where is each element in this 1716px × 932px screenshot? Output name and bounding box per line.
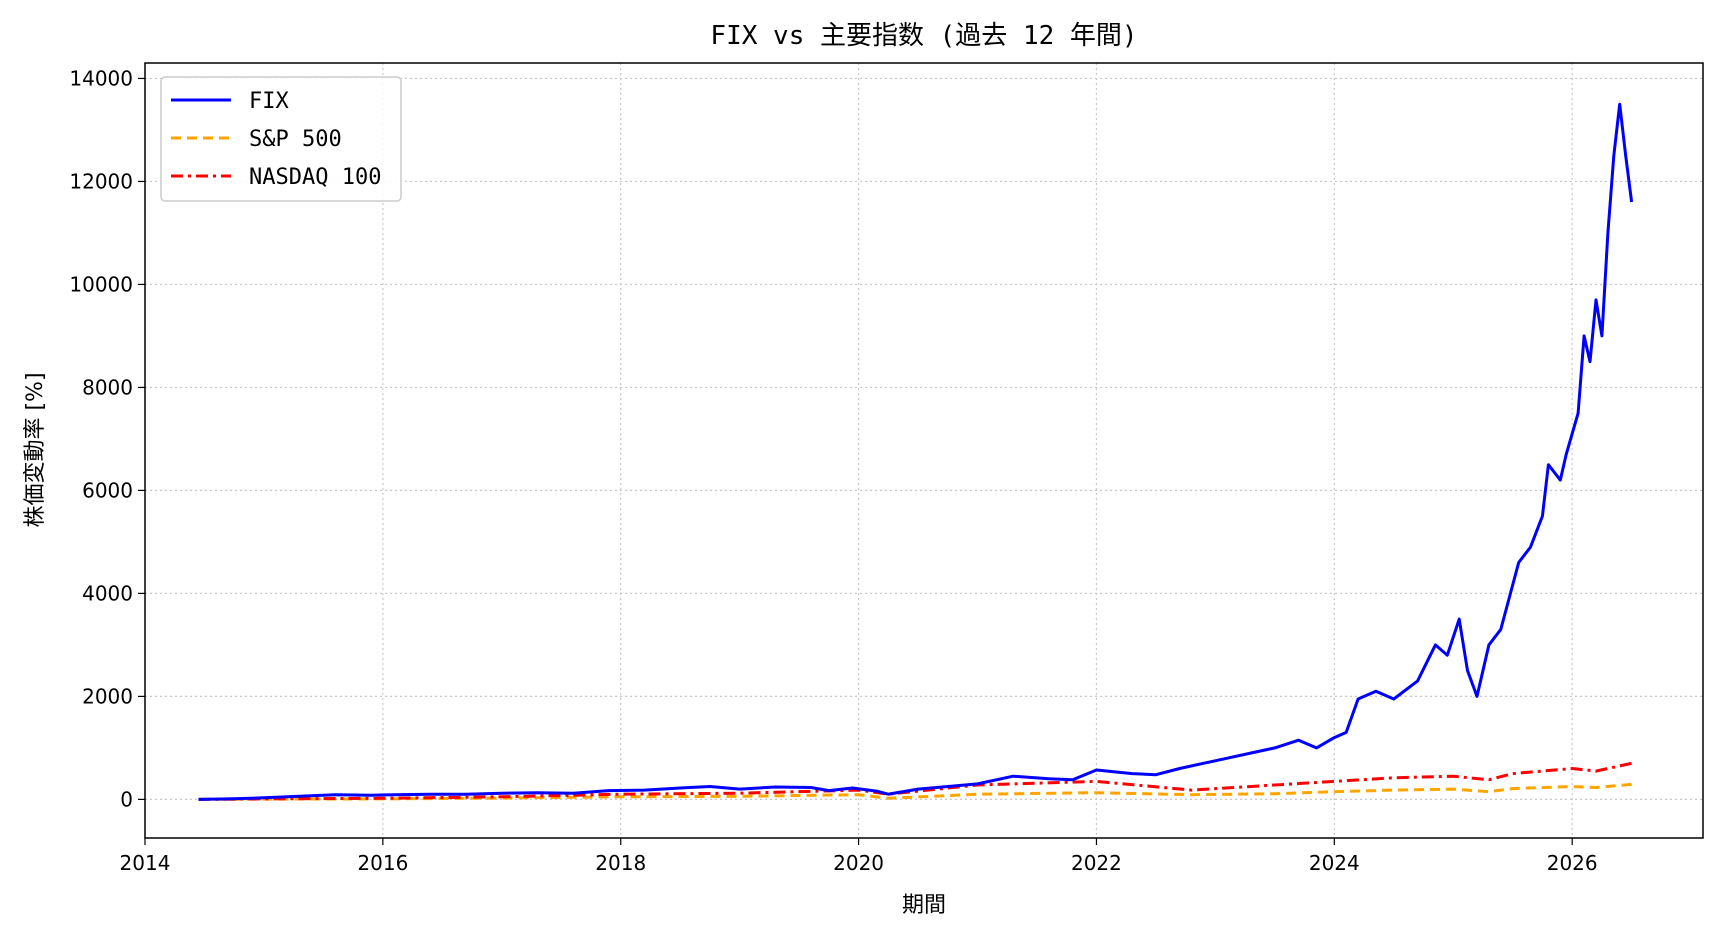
axis-ticks: 2014 2016 2018 2020 2022 2024 2026 0 2000 4000 600… <box>69 66 1597 875</box>
y-tick-label: 14000 <box>69 66 133 90</box>
plot-area-frame <box>144 62 1704 839</box>
legend: FIX S&P 500 NASDAQ 100 <box>160 76 402 202</box>
x-tick-label: 2022 <box>1071 851 1122 875</box>
y-tick-label: 8000 <box>82 375 133 399</box>
x-tick-label: 2024 <box>1309 851 1360 875</box>
legend-label: NASDAQ 100 <box>249 165 381 190</box>
y-tick-label: 0 <box>120 787 133 811</box>
y-tick-label: 10000 <box>69 272 133 296</box>
y-axis-label: 株価変動率 [%] <box>23 372 48 527</box>
legend-label: FIX <box>249 89 289 114</box>
x-tick-label: 2014 <box>120 851 171 875</box>
series-line-1 <box>198 782 1632 801</box>
x-tick-label: 2020 <box>833 851 884 875</box>
series-line-0 <box>198 102 1634 801</box>
legend-box <box>160 76 402 202</box>
x-axis-label: 期間 <box>902 893 946 918</box>
series-lines <box>198 102 1634 801</box>
legend-label: S&P 500 <box>249 127 342 152</box>
y-tick-label: 12000 <box>69 169 133 193</box>
y-tick-label: 4000 <box>82 581 133 605</box>
y-tick-label: 2000 <box>82 684 133 708</box>
chart-title: FIX vs 主要指数 (過去 12 年間) <box>710 21 1137 51</box>
x-tick-label: 2016 <box>357 851 408 875</box>
x-tick-label: 2018 <box>595 851 646 875</box>
y-tick-label: 6000 <box>82 478 133 502</box>
x-tick-label: 2026 <box>1547 851 1598 875</box>
